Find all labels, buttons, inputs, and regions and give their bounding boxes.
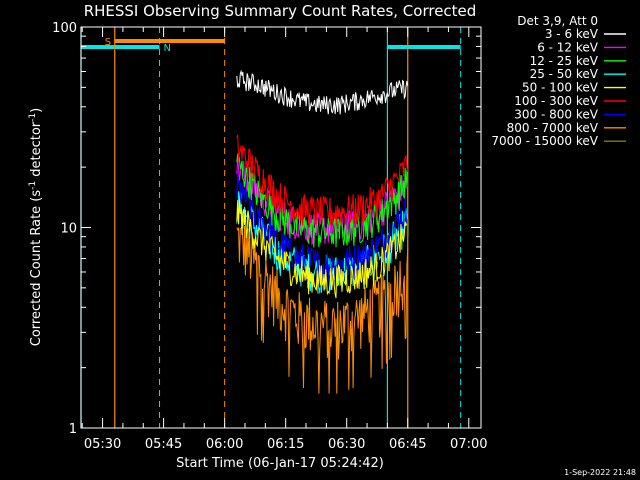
x-tick-label: 06:30	[328, 437, 365, 452]
legend-label: 12 - 25 keV	[530, 54, 599, 68]
series-4	[236, 199, 409, 299]
legend-label: 6 - 12 keV	[537, 40, 599, 54]
y-axis-label-part-2: detector	[29, 121, 44, 181]
footer-timestamp: 1-Sep-2022 21:48	[564, 468, 636, 477]
y-axis-label-part-1: Corrected Count Rate (s	[29, 190, 44, 347]
x-axis-label: Start Time (06-Jan-17 05:24:42)	[176, 456, 384, 471]
legend-label: 800 - 7000 keV	[507, 121, 599, 135]
series-line	[236, 224, 409, 394]
y-axis-label-exp-2: -1	[28, 113, 38, 122]
legend-label: 7000 - 15000 keV	[491, 134, 598, 148]
attenuator-label: S	[105, 37, 111, 48]
y-axis-label: Corrected Count Rate (s-1 detector-1)	[28, 108, 44, 346]
x-tick-label: 06:00	[206, 437, 243, 452]
x-tick-label: 05:45	[145, 437, 182, 452]
legend-title: Det 3,9, Att 0	[517, 14, 598, 28]
x-tick-label: 06:45	[389, 437, 426, 452]
legend-label: 100 - 300 keV	[514, 94, 598, 108]
chart-title: RHESSI Observing Summary Count Rates, Co…	[84, 2, 477, 20]
y-tick-label: 1	[69, 422, 77, 437]
legend-label: 3 - 6 keV	[545, 27, 599, 41]
legend-label: 50 - 100 keV	[522, 81, 599, 95]
series-2	[236, 153, 409, 248]
series-line	[236, 134, 409, 228]
y-axis-label-part-3: )	[29, 108, 44, 113]
y-tick-label: 100	[52, 21, 77, 36]
x-tick-label: 07:00	[450, 437, 487, 452]
y-axis-label-exp-1: -1	[28, 181, 38, 190]
series-7	[236, 224, 409, 394]
plot-area: SN	[80, 27, 462, 428]
series-line	[236, 199, 409, 299]
night-label: N	[164, 43, 171, 54]
series-5	[236, 134, 409, 228]
series-line	[236, 69, 409, 115]
series-0	[236, 69, 409, 115]
x-tick-label: 05:30	[84, 437, 121, 452]
legend-label: 25 - 50 keV	[530, 67, 599, 81]
y-tick-label: 10	[60, 222, 77, 237]
x-tick-label: 06:15	[267, 437, 304, 452]
axes: 1 10 100 05:30 05:45 06:00 06:15 06:30 06:45 07:0…	[52, 21, 487, 452]
series-line	[236, 153, 409, 248]
legend-label: 300 - 800 keV	[514, 107, 598, 121]
